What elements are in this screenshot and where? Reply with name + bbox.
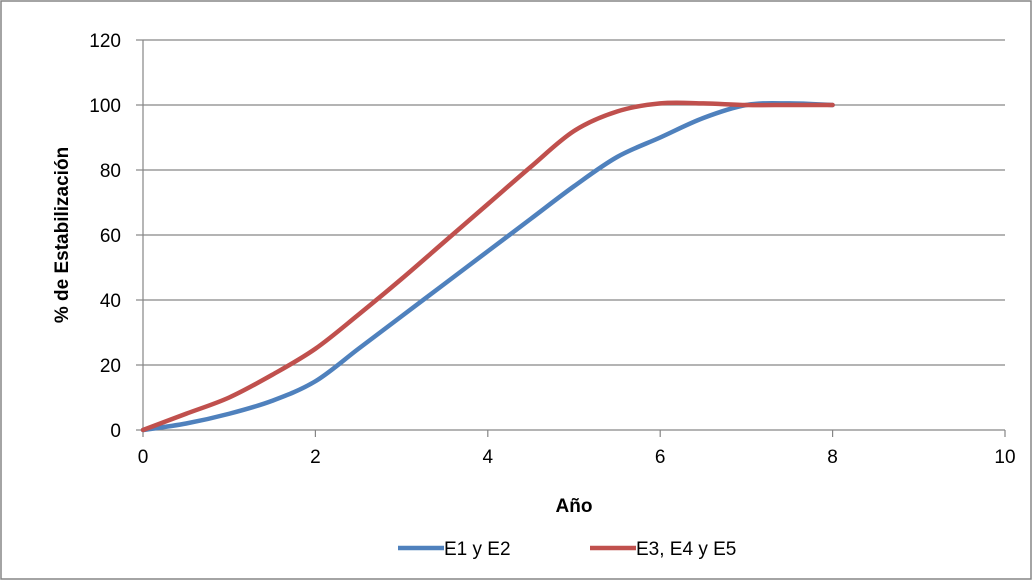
gridlines [143,39,1005,366]
y-tick-label: 40 [100,291,121,312]
y-tick-label: 120 [89,31,121,52]
series-lines [140,100,835,433]
x-tick-label: 6 [655,447,666,468]
x-tick-label: 8 [827,447,838,468]
x-tick-label: 10 [994,447,1015,468]
y-tick-label: 0 [110,421,121,442]
x-axis-title: Año [556,496,593,517]
y-axis-title: % de Estabilización [52,147,73,323]
x-tick-label: 2 [310,447,321,468]
y-tick-label: 20 [100,356,121,377]
y-tick-label: 60 [100,226,121,247]
legend: E1 y E2 E3, E4 y E5 [398,539,736,560]
series-line-2 [140,100,835,433]
legend-label-2: E3, E4 y E5 [636,539,736,560]
y-tick-label: 80 [100,161,121,182]
series-line-1 [140,100,835,433]
tick-labels: 0 20 40 60 80 100 120 0 2 4 6 8 10 [89,31,1015,468]
x-tick-label: 4 [483,447,494,468]
legend-label-1: E1 y E2 [444,539,511,560]
axes [136,39,1006,437]
y-tick-label: 100 [89,96,121,117]
x-tick-label: 0 [138,447,149,468]
